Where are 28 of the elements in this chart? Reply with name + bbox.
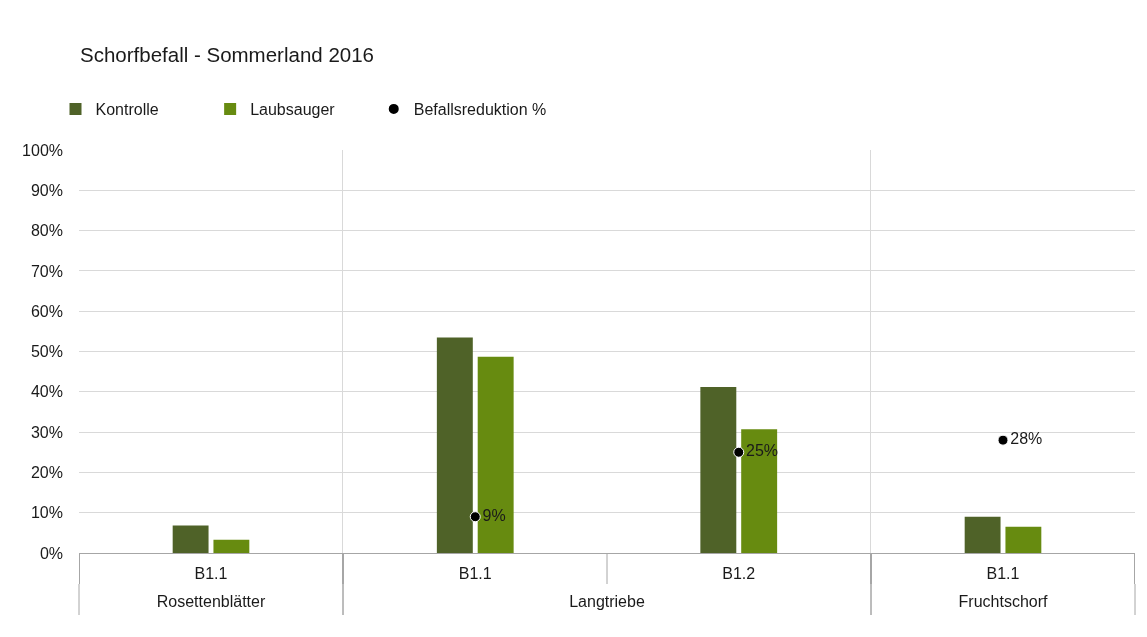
x-tick-label: B1.1 — [458, 565, 492, 583]
legend-label: Laubsauger — [250, 101, 336, 119]
x-axis-title: Langtriebe — [569, 592, 645, 610]
y-tick-label: 100% — [22, 141, 63, 159]
y-tick-label: 0% — [39, 544, 63, 562]
bar — [436, 337, 473, 553]
y-tick-label: 80% — [30, 222, 63, 240]
bar — [700, 386, 737, 553]
chart-title: Schorfbefall - Sommerland 2016 — [80, 43, 374, 67]
x-axis-title: Rosettenblätter — [156, 592, 266, 610]
x-tick-label: B1.2 — [722, 565, 756, 583]
x-axis-title: Fruchtschorf — [958, 592, 1049, 610]
bar — [477, 356, 514, 553]
y-tick-label: 30% — [30, 423, 63, 441]
x-tick-label: B1.1 — [986, 565, 1020, 583]
legend-label: Befallsreduktion % — [413, 101, 547, 119]
data-label: 28% — [1010, 430, 1043, 448]
y-tick-label: 20% — [30, 464, 63, 481]
y-tick-label: 90% — [30, 181, 63, 199]
legend-label: Kontrolle — [95, 101, 159, 119]
y-tick-label: 70% — [30, 262, 63, 280]
y-tick-label: 50% — [30, 343, 63, 361]
x-tick-label: B1.1 — [194, 565, 228, 583]
bar — [741, 429, 778, 553]
data-label: 9% — [482, 506, 506, 524]
y-tick-label: 10% — [30, 504, 63, 522]
y-tick-label: 60% — [30, 302, 63, 320]
y-tick-label: 40% — [30, 383, 63, 401]
